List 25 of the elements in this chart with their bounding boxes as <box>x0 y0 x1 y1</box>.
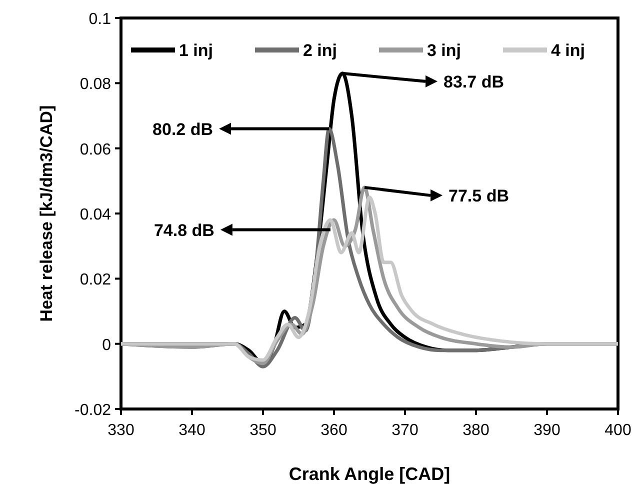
y-tick-label: 0.04 <box>80 206 112 224</box>
annotation: 80.2 dB <box>152 120 214 139</box>
legend-label: 2 inj <box>303 41 338 60</box>
x-tick-label: 340 <box>178 422 206 439</box>
x-tick-label: 400 <box>604 422 632 439</box>
x-tick-label: 350 <box>250 422 276 439</box>
y-tick-label: 0.02 <box>80 272 112 289</box>
legend-label: 3 inj <box>427 41 462 60</box>
y-tick-label: 0 <box>102 336 112 354</box>
x-tick-label: 370 <box>392 422 418 439</box>
y-tick-label: 0.08 <box>80 76 112 94</box>
annotation: 83.7 dB <box>444 72 504 92</box>
annotation: 74.8 dB <box>154 220 214 240</box>
annotation: 77.5 dB <box>448 186 510 206</box>
y-tick-label: 0.06 <box>80 141 112 158</box>
y-axis-title: Heat release [kJ/dm3/CAD] <box>37 105 56 322</box>
x-tick-label: 330 <box>108 422 134 439</box>
x-axis-title: Crank Angle [CAD] <box>288 464 450 484</box>
x-tick-label: 360 <box>320 422 348 439</box>
x-tick-label: 390 <box>534 422 560 439</box>
y-tick-label: -0.02 <box>74 402 112 419</box>
legend-label: 4 inj <box>551 41 586 60</box>
y-tick-label: 0.1 <box>88 11 112 28</box>
legend-label: 1 inj <box>179 41 214 60</box>
x-tick-label: 380 <box>462 422 490 439</box>
